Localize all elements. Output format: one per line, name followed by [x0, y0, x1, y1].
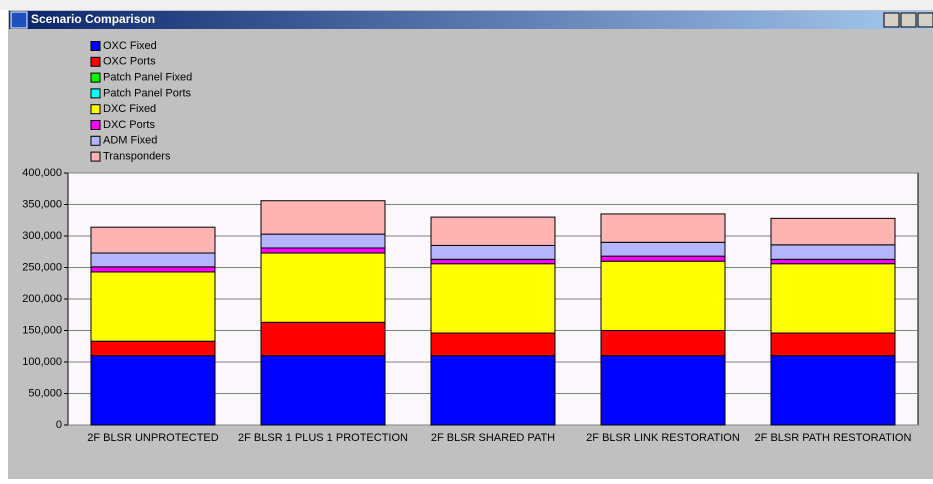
bar-segment	[600, 355, 726, 426]
bar-segment	[90, 266, 216, 273]
legend-label: ADM Fixed	[103, 135, 157, 147]
bar-segment	[600, 213, 726, 243]
y-tick-label: 400,000	[22, 167, 62, 179]
bar-segment	[260, 200, 386, 235]
y-tick-label: 350,000	[22, 198, 62, 210]
bar-segment	[770, 332, 896, 357]
bar-segment	[430, 332, 556, 357]
close-button[interactable]	[917, 12, 933, 28]
y-tick-label: 300,000	[22, 230, 62, 242]
y-tick-label: 50,000	[28, 387, 62, 399]
y-tick-label: 0	[56, 419, 62, 431]
bar-segment	[430, 263, 556, 334]
legend-label: DXC Ports	[103, 119, 155, 131]
legend-label: Patch Panel Ports	[103, 87, 192, 99]
legend-swatch	[90, 104, 101, 115]
bar-segment	[430, 355, 556, 426]
legend-swatch	[90, 120, 101, 130]
bar-segment	[770, 355, 896, 426]
minimize-button[interactable]	[883, 12, 900, 28]
bar-segment	[260, 252, 386, 323]
bar-segment	[600, 255, 726, 262]
bar-segment	[90, 340, 216, 357]
legend-swatch	[90, 72, 101, 83]
bar-segment	[770, 217, 896, 246]
bar-segment	[770, 244, 896, 260]
bar-segment	[260, 355, 386, 426]
x-tick-label: 2F BLSR PATH RESTORATION	[755, 432, 912, 444]
legend-swatch	[90, 56, 101, 67]
bar-segment	[90, 355, 216, 426]
y-tick-label: 250,000	[22, 261, 62, 273]
legend-label: OXC Ports	[103, 56, 156, 68]
y-tick-label: 150,000	[22, 324, 62, 336]
title-bar	[9, 11, 933, 29]
bar-segment	[770, 258, 896, 265]
legend-label: Patch Panel Fixed	[103, 72, 192, 84]
bar-segment	[430, 216, 556, 246]
bar-segment	[260, 233, 386, 249]
bar-segment	[90, 226, 216, 254]
bar-segment	[600, 330, 726, 357]
bar-segment	[90, 252, 216, 268]
legend-swatch	[90, 88, 101, 99]
legend-label: OXC Fixed	[103, 40, 157, 52]
bar-segment	[770, 263, 896, 334]
background	[0, 0, 933, 10]
x-tick-label: 2F BLSR UNPROTECTED	[87, 432, 218, 444]
bar-segment	[600, 260, 726, 332]
bar-segment	[260, 247, 386, 254]
chart: 0 50,000 100,000 150,000 200,000 250,000 300,0…	[22, 40, 918, 444]
x-tick-label: 2F BLSR 1 PLUS 1 PROTECTION	[238, 432, 408, 444]
legend-swatch	[90, 135, 101, 146]
bar-segment	[600, 241, 726, 257]
bar-segment	[430, 258, 556, 265]
legend-label: Transponders	[103, 151, 171, 163]
x-tick-label: 2F BLSR SHARED PATH	[431, 432, 555, 444]
window-icon	[10, 11, 28, 29]
legend-swatch	[90, 151, 101, 162]
legend-swatch	[90, 41, 101, 51]
bar-segment	[90, 271, 216, 342]
maximize-button[interactable]	[900, 12, 917, 28]
bar-segment	[430, 244, 556, 260]
bar-segment	[260, 321, 386, 357]
x-tick-label: 2F BLSR LINK RESTORATION	[586, 432, 740, 444]
y-tick-label: 100,000	[22, 356, 62, 368]
y-tick-label: 200,000	[22, 293, 62, 305]
window-title: Scenario Comparison	[31, 12, 155, 26]
legend-label: DXC Fixed	[103, 103, 156, 115]
